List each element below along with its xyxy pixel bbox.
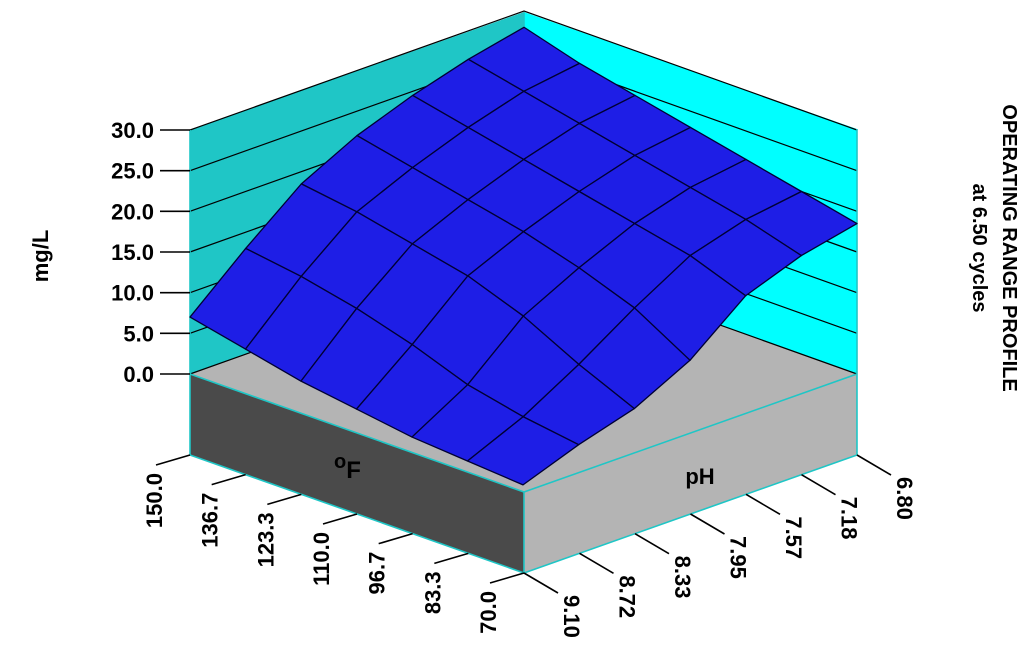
surface-mesh [189, 26, 858, 486]
temperature-tick-label: 123.3 [253, 512, 278, 567]
temperature-tick [267, 493, 302, 506]
base-front-left-face [190, 374, 524, 573]
ph-axis-title: pH [685, 464, 714, 489]
base-front-right-face [524, 374, 857, 573]
temperature-tick-label: 110.0 [309, 532, 334, 586]
ph-tick [579, 552, 614, 575]
temperature-tick-label: 70.0 [476, 591, 501, 634]
z-axis-labels: 0.0 5.0 10.0 15.0 20.0 25.0 30.0 [111, 118, 154, 387]
ph-tick [523, 572, 559, 594]
ph-tick [801, 473, 836, 496]
temperature-tick-label: 83.3 [420, 571, 445, 614]
z-tick-label: 20.0 [111, 199, 154, 224]
z-tick-label: 15.0 [111, 240, 154, 265]
temperature-axis-title: oF [334, 451, 361, 484]
ph-tick-label: 9.10 [559, 595, 584, 638]
temperature-tick [322, 513, 358, 525]
ph-tick-label: 7.57 [781, 516, 806, 559]
chart-title: OPERATING RANGE PROFILE [998, 104, 1020, 391]
ph-tick [745, 493, 781, 516]
z-tick-label: 0.0 [123, 362, 154, 387]
degree-symbol: o [334, 451, 346, 473]
z-tick-label: 30.0 [111, 118, 154, 143]
temperature-tick-label: 96.7 [365, 552, 390, 595]
temperature-axis-ticks [155, 454, 525, 584]
temperature-tick-label: 136.7 [198, 493, 223, 548]
temperature-axis-unit: F [346, 457, 361, 484]
temperature-tick [211, 473, 246, 486]
chart-subtitle: at 6.50 cycles [968, 184, 990, 313]
edge-floor-left [189, 373, 525, 493]
z-axis-title: mg/L [28, 230, 53, 283]
ph-tick [634, 532, 670, 555]
z-axis-ticks [160, 129, 190, 375]
ph-tick [690, 513, 725, 535]
ph-axis-ticks [523, 454, 892, 594]
ph-tick-label: 8.33 [670, 556, 695, 599]
z-tick-label: 25.0 [111, 159, 154, 184]
z-tick-label: 5.0 [123, 321, 154, 346]
temperature-tick [434, 552, 469, 565]
temperature-tick [378, 532, 413, 545]
z-tick-label: 10.0 [111, 281, 154, 306]
temperature-axis-labels: 150.0 136.7 123.3 110.0 96.7 83.3 70.0 [142, 473, 501, 634]
ph-axis-labels: 6.80 7.18 7.57 7.95 8.33 8.72 9.10 [559, 477, 917, 638]
ph-tick-label: 6.80 [892, 477, 917, 520]
temperature-tick [155, 454, 191, 466]
edge-floor-right [523, 373, 858, 493]
wall-gridline [189, 10, 858, 131]
ph-tick [856, 454, 892, 476]
surface-cell [466, 416, 580, 486]
ph-tick-label: 8.72 [615, 575, 640, 618]
ph-tick-label: 7.18 [837, 497, 862, 540]
ph-tick-label: 7.95 [726, 536, 751, 579]
temperature-tick-label: 150.0 [142, 473, 167, 528]
temperature-tick [489, 572, 525, 584]
